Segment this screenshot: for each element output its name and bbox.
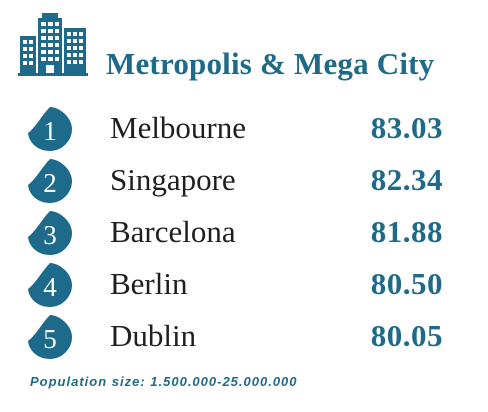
rank-number: 1 xyxy=(43,116,57,146)
rank-number: 2 xyxy=(43,168,57,198)
ranking-row: 5 Dublin 80.05 xyxy=(0,313,488,365)
city-name: Singapore xyxy=(110,162,236,197)
rank-number: 4 xyxy=(43,272,57,302)
ranking-row: 1 Melbourne 83.03 xyxy=(0,105,488,157)
rank-badge: 4 xyxy=(26,261,74,309)
rank-badge: 2 xyxy=(26,157,74,205)
city-name: Barcelona xyxy=(110,214,236,249)
ranking-row: 4 Berlin 80.50 xyxy=(0,261,488,313)
city-score: 82.34 xyxy=(370,162,443,197)
city-score: 80.05 xyxy=(370,318,443,353)
city-score: 83.03 xyxy=(370,110,443,145)
rank-badge-shape xyxy=(28,315,72,359)
city-buildings-icon xyxy=(18,13,88,76)
city-name: Berlin xyxy=(110,266,188,301)
rank-badge: 3 xyxy=(26,209,74,257)
city-name: Melbourne xyxy=(110,110,247,145)
ranking-row: 3 Barcelona 81.88 xyxy=(0,209,488,261)
rank-badge-shape xyxy=(28,211,72,255)
rank-badge-shape xyxy=(28,263,72,307)
ranking-row: 2 Singapore 82.34 xyxy=(0,157,488,209)
city-score: 81.88 xyxy=(370,214,443,249)
rank-badge-shape xyxy=(28,107,72,151)
rank-number: 5 xyxy=(43,324,57,354)
city-name: Dublin xyxy=(110,318,197,353)
city-score: 80.50 xyxy=(370,266,443,301)
page-title: Metropolis & Mega City xyxy=(106,46,435,81)
rank-badge-shape xyxy=(28,159,72,203)
population-footnote: Population size: 1.500.000-25.000.000 xyxy=(30,374,298,389)
rank-number: 3 xyxy=(43,220,57,250)
rank-badge: 5 xyxy=(26,313,74,361)
rank-badge: 1 xyxy=(26,105,74,153)
header: Metropolis & Mega City xyxy=(18,12,478,82)
